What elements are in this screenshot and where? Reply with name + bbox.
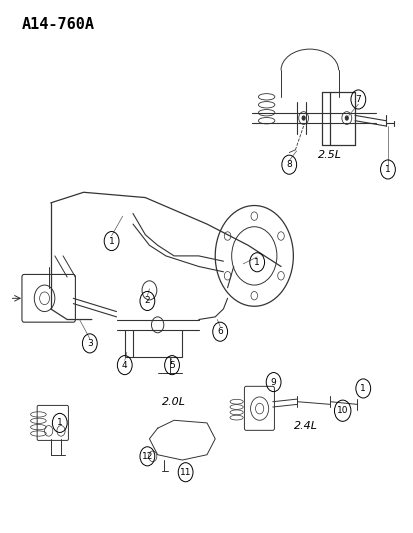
Circle shape [301, 115, 305, 120]
Circle shape [250, 292, 257, 300]
Text: 10: 10 [336, 406, 348, 415]
Circle shape [250, 212, 257, 220]
Text: 2.5L: 2.5L [318, 150, 342, 160]
Circle shape [344, 115, 348, 120]
Text: 11: 11 [179, 468, 191, 477]
Text: 2.4L: 2.4L [293, 421, 317, 431]
Text: 2.0L: 2.0L [162, 397, 186, 407]
Text: 1: 1 [254, 258, 259, 266]
Text: 1: 1 [360, 384, 365, 393]
Circle shape [277, 232, 284, 240]
Text: 1: 1 [109, 237, 114, 246]
Text: 7: 7 [355, 95, 360, 104]
Circle shape [224, 232, 230, 240]
Text: A14-760A: A14-760A [22, 17, 95, 33]
Text: 5: 5 [169, 361, 175, 369]
Text: 12: 12 [141, 452, 153, 461]
Circle shape [277, 271, 284, 280]
Text: 1: 1 [57, 418, 62, 427]
Text: 3: 3 [87, 339, 93, 348]
Text: 2: 2 [144, 296, 150, 305]
Text: 8: 8 [286, 160, 292, 169]
Text: 4: 4 [122, 361, 127, 369]
Text: 9: 9 [270, 377, 276, 386]
Circle shape [224, 271, 230, 280]
Text: 6: 6 [217, 327, 223, 336]
Text: 1: 1 [384, 165, 390, 174]
